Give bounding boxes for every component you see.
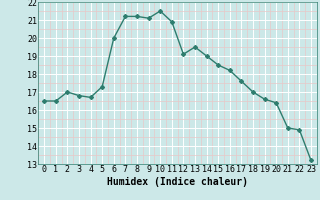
X-axis label: Humidex (Indice chaleur): Humidex (Indice chaleur) bbox=[107, 177, 248, 187]
